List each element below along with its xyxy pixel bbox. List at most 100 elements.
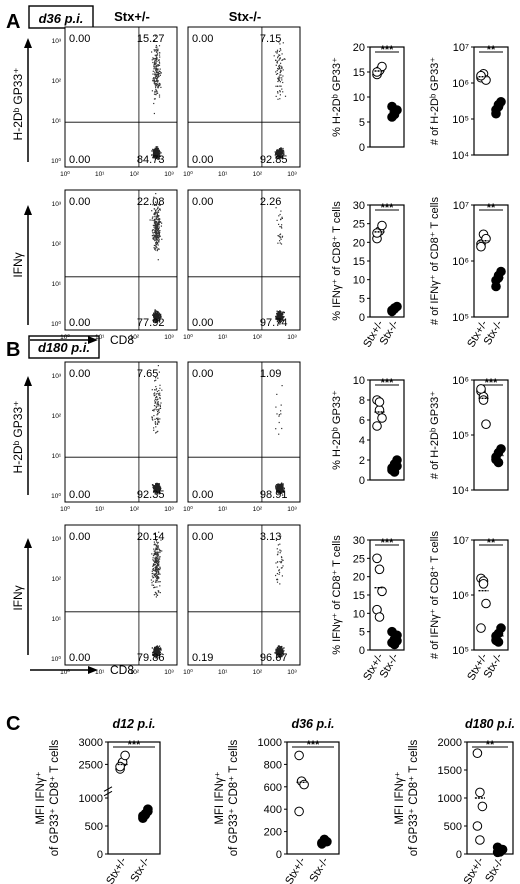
flow-event bbox=[278, 647, 281, 649]
flow-event bbox=[156, 232, 158, 234]
flow-event bbox=[157, 555, 159, 557]
point-stx-het bbox=[294, 806, 304, 817]
flow-xtick: 10¹ bbox=[218, 334, 228, 341]
flow-event bbox=[153, 490, 155, 492]
flow-event bbox=[277, 650, 280, 652]
flow-event bbox=[154, 210, 157, 212]
flow-event bbox=[277, 488, 279, 490]
flow-event bbox=[279, 310, 281, 312]
flow-event bbox=[157, 542, 159, 544]
flow-event bbox=[155, 574, 157, 576]
flow-event bbox=[155, 654, 157, 656]
flow-event bbox=[157, 155, 159, 157]
ytick-label: 3000 bbox=[79, 737, 103, 749]
flow-event bbox=[281, 217, 283, 219]
flow-event bbox=[152, 70, 154, 72]
flow-event bbox=[158, 568, 160, 570]
flow-event bbox=[155, 548, 157, 550]
flow-event bbox=[158, 390, 160, 392]
flow-event bbox=[154, 73, 156, 75]
flow-event bbox=[279, 54, 281, 56]
flow-event bbox=[153, 220, 155, 222]
flow-event bbox=[152, 654, 155, 656]
flow-event bbox=[156, 653, 158, 655]
flow-event bbox=[155, 90, 157, 92]
flow-event bbox=[277, 77, 279, 79]
flow-event bbox=[154, 204, 156, 206]
flow-event bbox=[157, 646, 160, 648]
flow-event bbox=[158, 45, 161, 47]
flow-event bbox=[154, 553, 156, 556]
flow-xtick: 10⁰ bbox=[60, 505, 70, 513]
flow-event bbox=[157, 68, 159, 70]
flow-event bbox=[282, 652, 284, 655]
flow-event bbox=[274, 652, 276, 654]
flow-event bbox=[157, 570, 159, 572]
flow-event bbox=[280, 483, 283, 485]
flow-event bbox=[153, 320, 155, 322]
flow-event bbox=[155, 377, 157, 379]
flow-event bbox=[156, 230, 158, 232]
flow-event bbox=[157, 483, 159, 485]
flow-ytick: 10² bbox=[52, 413, 62, 420]
ytick-label: 10⁶ bbox=[452, 375, 469, 387]
flow-event bbox=[157, 646, 159, 648]
flow-event bbox=[155, 87, 157, 89]
flow-event bbox=[159, 155, 161, 157]
flow-event bbox=[153, 247, 155, 249]
flow-event bbox=[154, 319, 156, 321]
flow-event bbox=[281, 235, 284, 237]
flow-event bbox=[154, 653, 156, 655]
flow-event bbox=[159, 549, 161, 551]
flow-event bbox=[156, 649, 158, 651]
flow-event bbox=[159, 648, 162, 650]
flow-event bbox=[153, 553, 155, 555]
flow-event bbox=[153, 40, 155, 42]
flow-event bbox=[158, 577, 160, 579]
flow-event bbox=[279, 149, 281, 151]
flow-event bbox=[159, 551, 161, 554]
chart-title: d36 p.i. bbox=[291, 717, 334, 731]
flow-event bbox=[154, 311, 156, 314]
point-stx-ko bbox=[493, 457, 504, 468]
flow-event bbox=[154, 652, 157, 654]
flow-event bbox=[275, 650, 277, 652]
flow-event bbox=[157, 392, 159, 395]
flow-event bbox=[156, 562, 159, 565]
point-stx-het bbox=[372, 421, 382, 431]
flow-event bbox=[157, 493, 159, 495]
flow-event bbox=[156, 570, 158, 572]
flow-event bbox=[158, 219, 160, 221]
flow-event bbox=[156, 250, 158, 252]
flow-event bbox=[159, 404, 161, 406]
flow-event bbox=[154, 214, 156, 216]
flow-event bbox=[155, 314, 157, 317]
flow-event bbox=[155, 231, 157, 233]
flow-event bbox=[156, 576, 158, 578]
flow-event bbox=[156, 594, 159, 596]
flow-event bbox=[156, 49, 158, 52]
flow-event bbox=[157, 234, 159, 236]
flow-event bbox=[282, 311, 284, 313]
flow-event bbox=[157, 224, 160, 226]
flow-event bbox=[280, 488, 283, 490]
flow-event bbox=[152, 216, 154, 218]
chart-xlabel: Stx-/- bbox=[483, 855, 507, 884]
flow-event bbox=[154, 392, 156, 394]
quadrant-ur: 1.09 bbox=[260, 368, 281, 380]
flow-event bbox=[153, 429, 155, 431]
flow-event bbox=[157, 552, 159, 554]
flow-xtick: 10¹ bbox=[95, 171, 105, 178]
flow-event bbox=[280, 317, 283, 319]
quadrant-ll: 0.00 bbox=[192, 317, 213, 329]
flow-event bbox=[279, 317, 281, 319]
flow-event bbox=[157, 48, 159, 50]
flow-event bbox=[278, 485, 280, 487]
ytick-label: 10 bbox=[353, 375, 365, 387]
flow-event bbox=[277, 646, 279, 649]
chart-ylabel: MFI IFNγ⁺ bbox=[394, 771, 406, 824]
flow-event bbox=[152, 577, 154, 579]
flow-event bbox=[157, 412, 159, 415]
flow-event bbox=[154, 402, 156, 404]
flow-event bbox=[156, 213, 158, 216]
